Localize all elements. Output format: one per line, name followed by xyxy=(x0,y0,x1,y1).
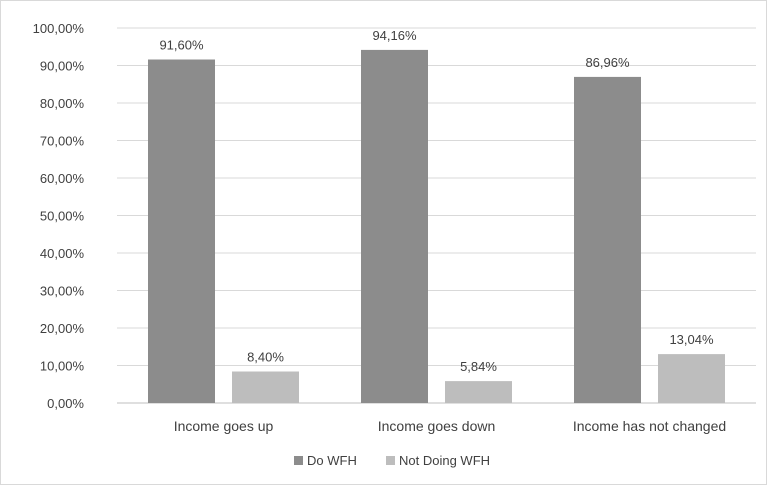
bar-do-wfh xyxy=(574,76,641,404)
y-tick-label: 20,00% xyxy=(40,321,85,336)
x-tick-label: Income goes up xyxy=(174,418,274,434)
y-tick-label: 40,00% xyxy=(40,246,85,261)
y-tick-label: 30,00% xyxy=(40,284,85,299)
bar-not-doing-wfh xyxy=(658,354,725,403)
bars xyxy=(148,49,725,404)
legend-swatch xyxy=(294,456,303,465)
legend: Do WFH Not Doing WFH xyxy=(294,453,490,468)
bar-do-wfh xyxy=(148,59,215,403)
y-axis-tick-labels: 0,00% 10,00% 20,00% 30,00% 40,00% 50,00% 60,00… xyxy=(33,21,85,411)
y-tick-label: 50,00% xyxy=(40,209,85,224)
y-tick-label: 0,00% xyxy=(47,396,84,411)
y-tick-label: 90,00% xyxy=(40,59,85,74)
x-tick-label: Income goes down xyxy=(378,418,496,434)
data-labels: 91,60% 8,40% 94,16% 5,84% 86,96% 13,04% xyxy=(159,28,714,374)
x-axis-tick-labels: Income goes up Income goes down Income has… xyxy=(174,418,726,434)
bar-not-doing-wfh xyxy=(445,381,512,403)
data-label: 5,84% xyxy=(460,359,497,374)
data-label: 91,60% xyxy=(159,38,204,53)
y-tick-label: 100,00% xyxy=(33,21,85,36)
data-label: 13,04% xyxy=(669,332,714,347)
y-tick-label: 80,00% xyxy=(40,96,85,111)
legend-swatch xyxy=(386,456,395,465)
gridlines xyxy=(117,27,756,404)
data-label: 86,96% xyxy=(585,55,630,70)
data-label: 8,40% xyxy=(247,350,284,365)
bar-do-wfh xyxy=(361,49,428,404)
legend-label: Do WFH xyxy=(307,453,357,468)
x-tick-label: Income has not changed xyxy=(573,418,726,434)
y-tick-label: 10,00% xyxy=(40,359,85,374)
legend-label: Not Doing WFH xyxy=(399,453,490,468)
bar-not-doing-wfh xyxy=(232,371,299,403)
data-label: 94,16% xyxy=(372,28,417,43)
y-tick-label: 70,00% xyxy=(40,134,85,149)
y-tick-label: 60,00% xyxy=(40,171,85,186)
